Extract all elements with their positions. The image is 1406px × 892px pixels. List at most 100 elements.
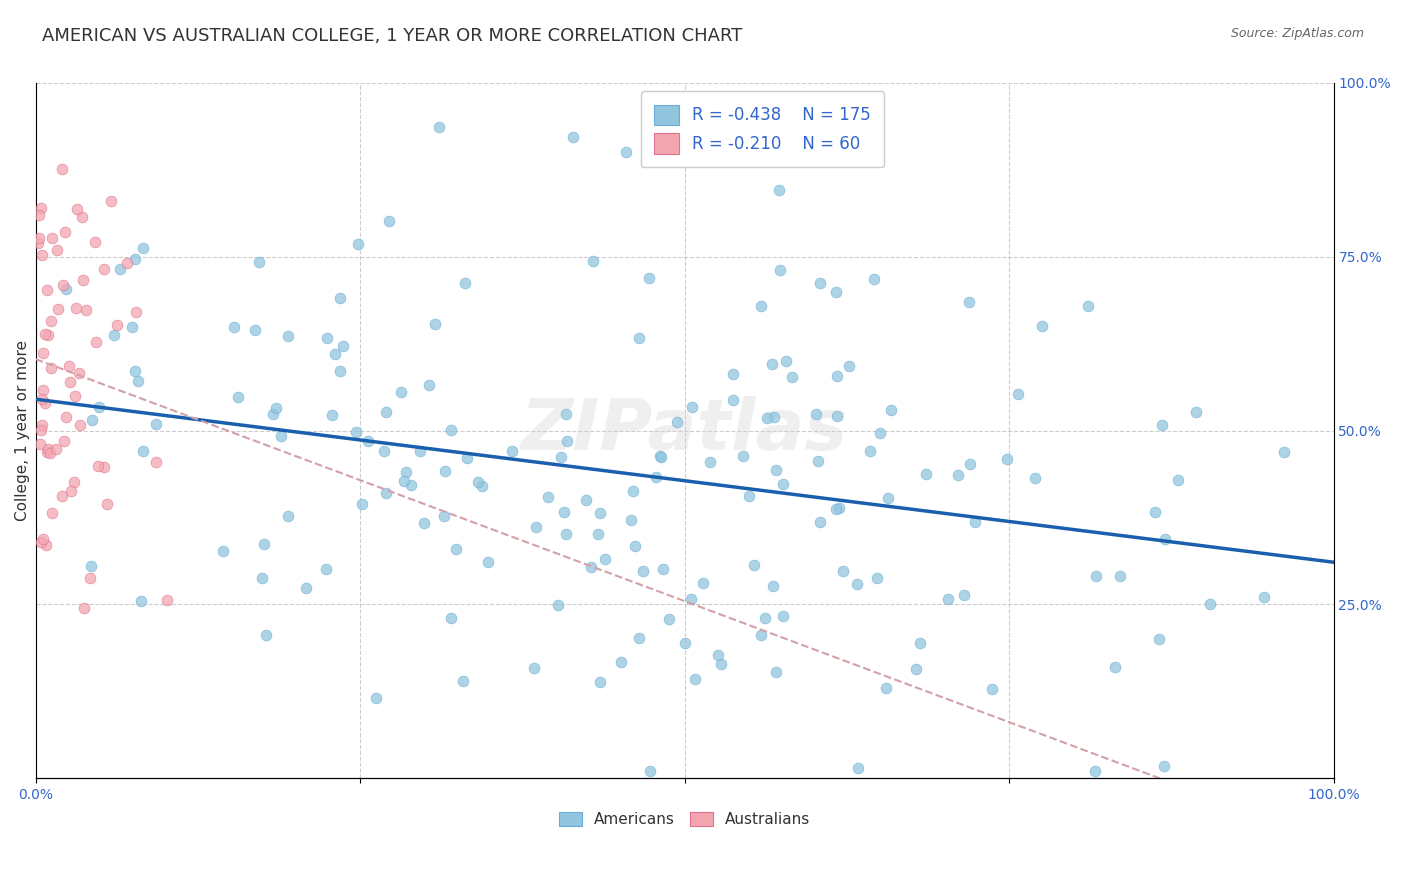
Americans [79, 558, 101, 573]
Americans [579, 559, 602, 574]
Australians [58, 359, 80, 374]
Americans [145, 417, 167, 432]
Americans [129, 593, 152, 607]
Australians [55, 410, 77, 425]
Australians [93, 460, 115, 475]
Americans [640, 764, 662, 779]
Australians [37, 444, 59, 458]
Australians [53, 225, 76, 239]
Americans [831, 564, 853, 578]
Americans [439, 423, 461, 437]
Americans [375, 404, 398, 418]
Americans [344, 425, 367, 439]
Australians [30, 201, 52, 215]
Americans [554, 527, 576, 541]
Americans [401, 478, 423, 492]
Australians [73, 601, 96, 615]
Australians [30, 535, 52, 549]
Americans [953, 588, 976, 602]
Australians [39, 361, 62, 376]
Americans [681, 400, 703, 414]
Americans [825, 409, 848, 424]
Americans [427, 120, 450, 134]
Americans [754, 611, 776, 625]
Americans [658, 612, 681, 626]
Americans [425, 317, 447, 331]
Americans [454, 276, 477, 290]
Americans [645, 470, 668, 484]
Americans [1154, 532, 1177, 546]
Americans [763, 409, 786, 424]
Australians [32, 345, 55, 359]
Americans [131, 241, 153, 255]
Americans [742, 558, 765, 572]
Australians [84, 335, 107, 350]
Americans [418, 377, 440, 392]
Americans [621, 483, 644, 498]
Americans [1031, 318, 1053, 333]
Americans [1084, 569, 1107, 583]
Americans [593, 552, 616, 566]
Americans [440, 611, 463, 625]
Americans [1104, 660, 1126, 674]
Americans [775, 353, 797, 368]
Americans [707, 648, 730, 662]
Americans [589, 507, 612, 521]
Americans [350, 497, 373, 511]
Americans [637, 271, 659, 285]
Americans [524, 519, 547, 533]
Americans [433, 509, 456, 524]
Americans [523, 661, 546, 675]
Americans [1253, 591, 1275, 605]
Americans [226, 390, 249, 404]
Australians [105, 318, 128, 332]
Australians [72, 211, 94, 225]
Americans [963, 516, 986, 530]
Australians [51, 161, 73, 176]
Americans [762, 579, 785, 593]
Americans [332, 339, 354, 353]
Americans [547, 599, 569, 613]
Americans [721, 367, 744, 381]
Australians [156, 593, 179, 607]
Americans [627, 331, 650, 345]
Americans [254, 628, 277, 642]
Americans [699, 455, 721, 469]
Americans [394, 466, 416, 480]
Americans [124, 252, 146, 267]
Americans [824, 502, 846, 516]
Americans [751, 628, 773, 642]
Americans [738, 489, 761, 503]
Americans [948, 467, 970, 482]
Americans [905, 662, 928, 676]
Americans [501, 443, 523, 458]
Americans [212, 544, 235, 558]
Australians [46, 301, 69, 316]
Americans [392, 474, 415, 488]
Australians [31, 418, 53, 433]
Americans [1149, 632, 1171, 647]
Americans [768, 183, 790, 197]
Australians [31, 392, 53, 406]
Americans [124, 364, 146, 378]
Americans [679, 592, 702, 607]
Australians [32, 383, 55, 397]
Australians [66, 202, 89, 216]
Y-axis label: College, 1 year or more: College, 1 year or more [15, 340, 30, 521]
Legend: Americans, Australians: Americans, Australians [553, 805, 817, 833]
Australians [75, 303, 97, 318]
Americans [780, 369, 803, 384]
Americans [1077, 299, 1099, 313]
Americans [347, 237, 370, 252]
Americans [652, 562, 675, 576]
Americans [957, 295, 980, 310]
Americans [765, 462, 787, 476]
Australians [34, 396, 56, 410]
Americans [554, 408, 576, 422]
Australians [31, 248, 53, 262]
Americans [936, 591, 959, 606]
Americans [806, 407, 828, 421]
Australians [84, 235, 107, 250]
Text: ZIPatlas: ZIPatlas [520, 396, 848, 465]
Americans [846, 577, 869, 591]
